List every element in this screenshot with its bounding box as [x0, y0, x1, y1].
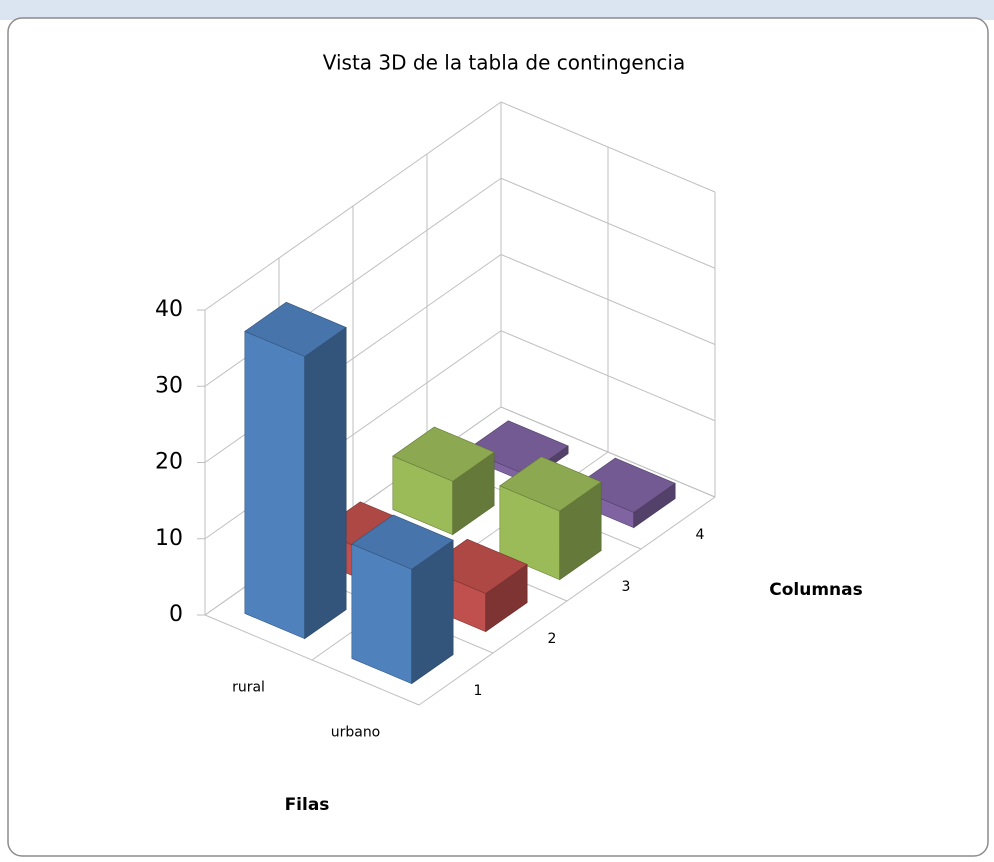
z-axis-title: Columnas	[769, 580, 863, 600]
z-tick-label: 3	[622, 579, 631, 595]
bar-side	[304, 326, 347, 640]
grid-line	[204, 101, 502, 311]
y-tick-label: 20	[155, 450, 183, 475]
grid-line	[500, 101, 716, 193]
bar	[392, 426, 495, 536]
grid-line	[500, 406, 716, 498]
x-axis-title: Filas	[285, 795, 330, 815]
bar	[244, 301, 347, 640]
top-strip	[0, 0, 994, 20]
y-tick-label: 0	[169, 602, 183, 627]
bar-top	[573, 457, 676, 513]
bar-top	[351, 514, 454, 570]
z-tick-label: 1	[474, 683, 483, 699]
grid-line	[500, 254, 716, 345]
z-tick-label: 2	[548, 631, 557, 647]
bar-top	[244, 301, 347, 357]
x-tick-label: urbano	[331, 725, 381, 741]
y-tick-label: 40	[155, 297, 183, 322]
bar-top	[499, 456, 602, 512]
chart-title: Vista 3D de la tabla de contingencia	[323, 51, 685, 75]
y-tick-label: 30	[155, 373, 183, 398]
x-tick-label: rural	[232, 680, 265, 696]
bar	[499, 456, 602, 581]
bar-front	[244, 330, 306, 640]
grid-line	[500, 330, 716, 422]
bar-top	[392, 426, 495, 482]
z-tick-label: 4	[696, 527, 705, 543]
y-tick-label: 10	[155, 526, 183, 551]
grid-line	[500, 177, 716, 269]
floor-line	[204, 614, 420, 706]
bar	[351, 514, 454, 685]
